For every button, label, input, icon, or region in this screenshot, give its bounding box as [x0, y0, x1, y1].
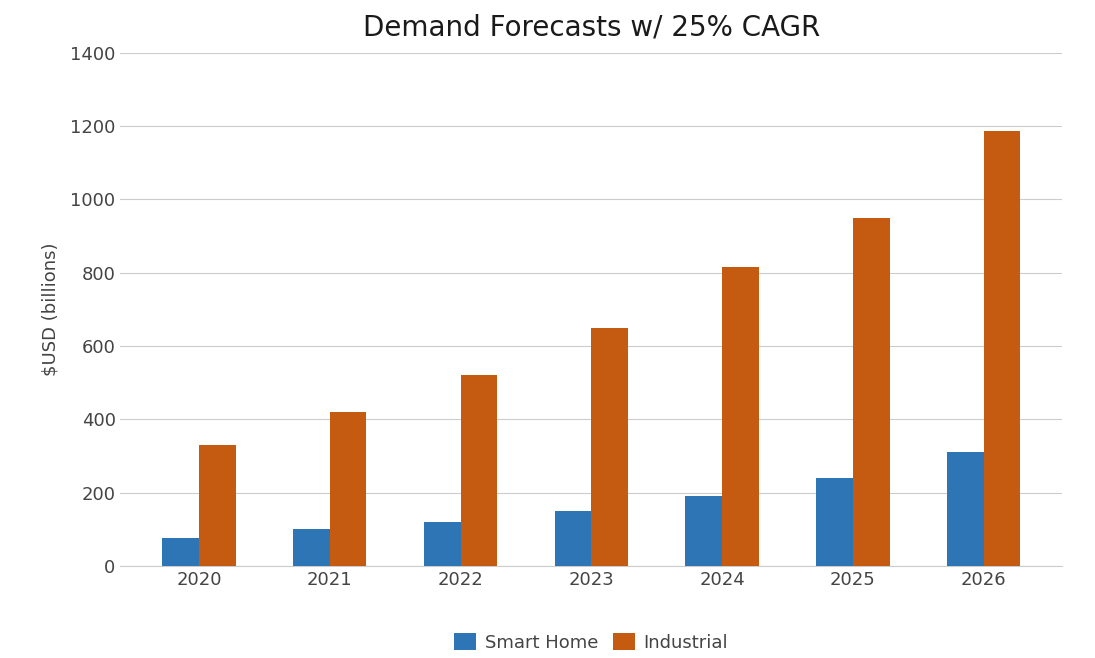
Bar	[947, 452, 983, 566]
Legend: Smart Home, Industrial: Smart Home, Industrial	[447, 626, 736, 658]
Bar	[591, 328, 627, 566]
Bar	[722, 267, 759, 566]
Bar	[685, 496, 722, 566]
Bar	[983, 132, 1021, 566]
Y-axis label: $USD (billions): $USD (billions)	[42, 243, 59, 376]
Title: Demand Forecasts w/ 25% CAGR: Demand Forecasts w/ 25% CAGR	[362, 14, 820, 42]
Bar	[293, 529, 330, 566]
Bar	[330, 412, 367, 566]
Bar	[816, 478, 853, 566]
Bar	[162, 538, 199, 566]
Bar	[461, 375, 497, 566]
Bar	[199, 445, 235, 566]
Bar	[424, 522, 461, 566]
Bar	[853, 218, 889, 566]
Bar	[555, 511, 591, 566]
